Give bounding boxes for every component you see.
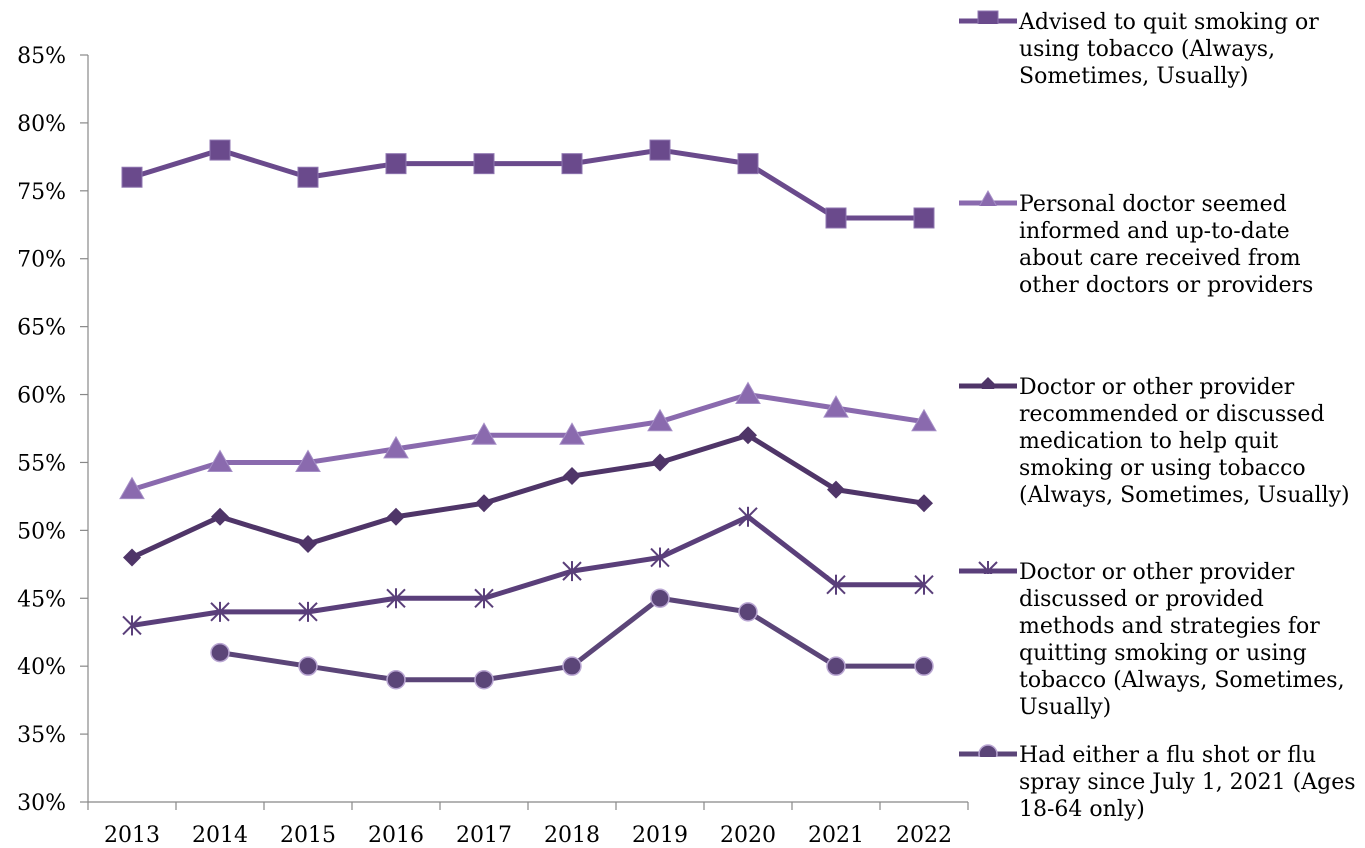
data-point: [914, 574, 934, 595]
data-point: [383, 435, 409, 459]
data-point: [563, 467, 581, 486]
legend-marker: [978, 190, 998, 206]
data-point: [123, 548, 141, 567]
y-tick-label: 40%: [17, 655, 66, 680]
series-1: [121, 139, 935, 229]
legend-marker: [978, 744, 998, 757]
data-point: [209, 139, 231, 161]
data-point: [738, 506, 758, 527]
data-point: [122, 615, 142, 636]
legend-label: Had either a flu shot or flu spray since…: [1019, 743, 1356, 822]
legend-swatch: [959, 561, 1017, 574]
chart-legend: Advised to quit smoking or using tobacco…: [958, 0, 1358, 848]
legend-label: Advised to quit smoking or using tobacco…: [1019, 10, 1319, 89]
data-point: [207, 449, 233, 472]
data-point: [650, 588, 670, 609]
data-point: [295, 449, 321, 472]
data-point: [211, 507, 229, 526]
data-point: [823, 395, 849, 418]
series-line: [131, 392, 925, 493]
series-3: [123, 426, 933, 567]
x-tick-label: 2017: [456, 823, 512, 848]
data-point: [826, 656, 846, 676]
data-point: [473, 153, 495, 175]
chart-axes: 30% 35% 40% 45% 50% 55% 60% 65% 70% 75% 80% 85% 2013…: [17, 44, 969, 848]
data-point: [210, 601, 230, 622]
y-tick-label: 30%: [17, 791, 66, 816]
y-tick-label: 60%: [17, 384, 66, 409]
x-tick-label: 2015: [280, 823, 336, 848]
data-point: [825, 207, 847, 229]
x-tick-label: 2019: [632, 823, 688, 848]
legend-swatch: [959, 10, 1017, 24]
legend-marker: [978, 561, 998, 574]
data-point: [474, 670, 494, 690]
series-layer: [119, 139, 937, 690]
data-point: [561, 153, 583, 175]
x-tick-label: 2022: [896, 823, 952, 848]
y-tick-label: 70%: [17, 248, 66, 273]
legend-swatch: [959, 377, 1017, 389]
data-point: [737, 153, 759, 175]
data-point: [650, 547, 670, 568]
y-tick-label: 75%: [17, 180, 66, 205]
data-point: [474, 588, 494, 609]
data-point: [911, 408, 937, 432]
legend-marker: [977, 10, 999, 24]
x-tick-label: 2018: [544, 823, 600, 848]
data-point: [299, 534, 317, 553]
data-point: [913, 207, 935, 229]
legend-swatch: [959, 744, 1017, 757]
data-point: [562, 656, 582, 676]
y-tick-label: 85%: [17, 44, 66, 69]
data-point: [298, 656, 318, 676]
data-point: [386, 588, 406, 609]
data-point: [471, 422, 497, 445]
series-5: [210, 588, 934, 690]
data-point: [121, 166, 143, 188]
data-point: [298, 601, 318, 622]
x-tick-label: 2016: [368, 823, 424, 848]
y-tick-label: 65%: [17, 316, 66, 341]
data-point: [386, 670, 406, 690]
y-tick-label: 55%: [17, 451, 66, 476]
y-tick-label: 50%: [17, 519, 66, 544]
legend-marker: [979, 377, 997, 389]
y-tick-label: 80%: [17, 112, 66, 137]
x-tick-label: 2013: [104, 823, 160, 848]
data-point: [649, 139, 671, 161]
data-point: [827, 480, 845, 499]
legend-label: Personal doctor seemed informed and up-t…: [1019, 192, 1314, 298]
series-line: [131, 147, 924, 221]
data-point: [651, 453, 669, 472]
data-point: [297, 166, 319, 188]
data-point: [562, 561, 582, 582]
data-point: [210, 642, 230, 663]
series-line: [131, 514, 924, 628]
y-tick-label: 35%: [17, 723, 66, 748]
legend-label: Doctor or other provider discussed or pr…: [1019, 560, 1345, 720]
series-4: [122, 506, 934, 636]
x-tick-label: 2014: [192, 823, 248, 848]
data-point: [475, 494, 493, 513]
data-point: [915, 494, 933, 513]
data-point: [735, 381, 761, 405]
data-point: [119, 476, 145, 500]
data-point: [739, 426, 757, 445]
legend-swatch: [959, 190, 1017, 206]
data-point: [738, 602, 758, 622]
x-tick-label: 2021: [808, 823, 864, 848]
series-2: [119, 381, 937, 500]
x-tick-label: 2020: [720, 823, 776, 848]
y-tick-label: 45%: [17, 587, 66, 612]
data-point: [385, 153, 407, 175]
data-point: [914, 656, 934, 676]
legend-label: Doctor or other provider recommended or …: [1019, 375, 1350, 508]
data-point: [647, 408, 673, 432]
series-line: [130, 432, 925, 560]
data-point: [826, 574, 846, 595]
data-point: [387, 507, 405, 526]
data-point: [559, 422, 585, 445]
